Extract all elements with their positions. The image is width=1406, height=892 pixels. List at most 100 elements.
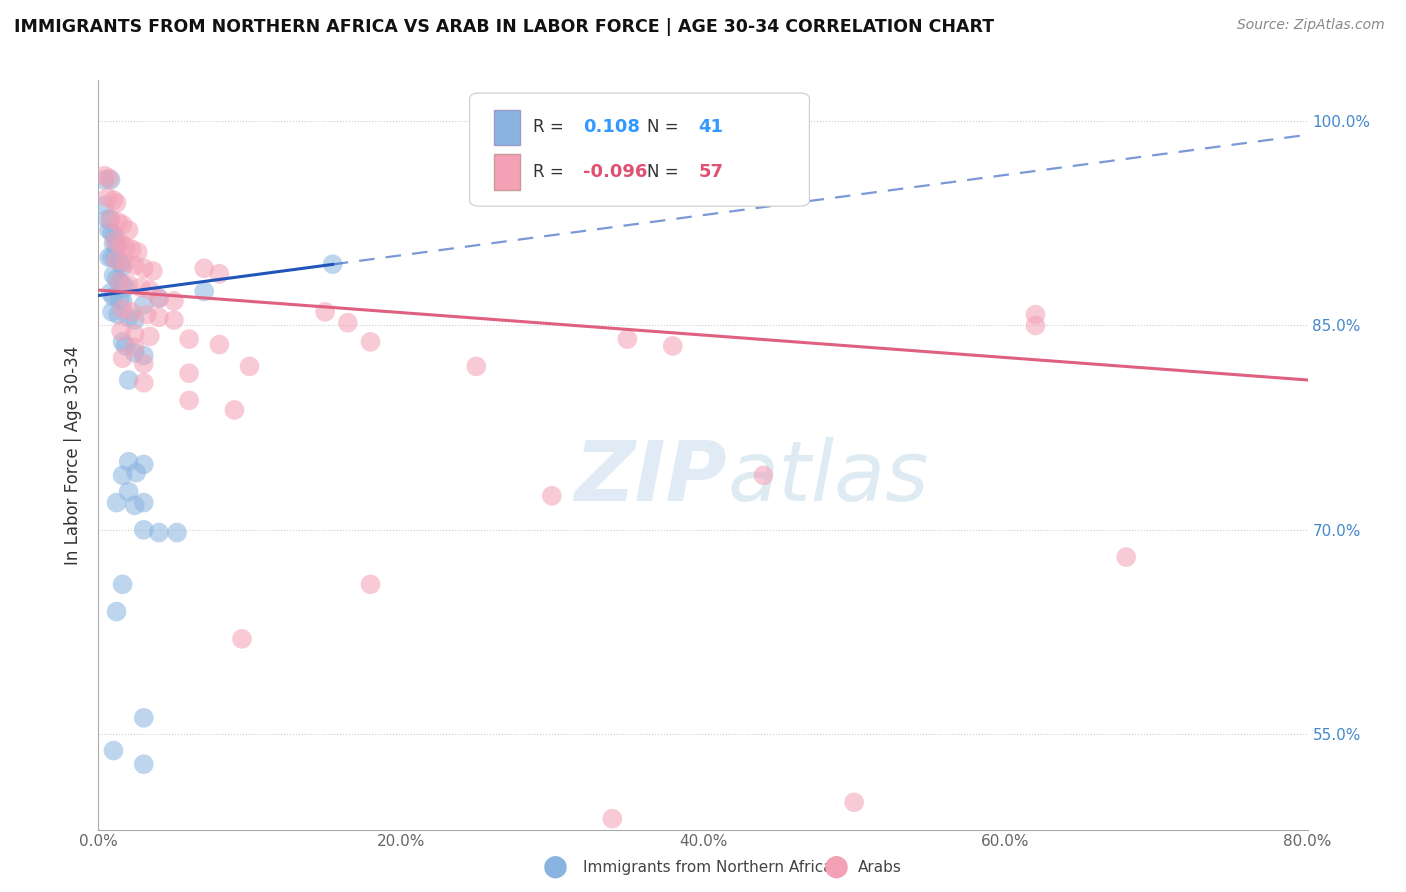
Point <box>103 743 125 757</box>
Point <box>231 632 253 646</box>
Point <box>132 261 155 276</box>
Point <box>163 293 186 308</box>
Bar <box>494 154 520 190</box>
Point <box>110 256 132 270</box>
Point <box>118 373 141 387</box>
Point <box>111 351 134 366</box>
Text: R =: R = <box>533 163 568 181</box>
Point <box>139 283 162 297</box>
Point <box>752 468 775 483</box>
Point <box>104 251 127 265</box>
Point <box>114 256 136 270</box>
Point <box>111 302 134 317</box>
Point <box>142 264 165 278</box>
Point <box>132 757 155 772</box>
Point <box>104 234 127 248</box>
Point <box>107 308 129 322</box>
Text: N =: N = <box>647 163 685 181</box>
Point <box>111 577 134 591</box>
Point <box>360 334 382 349</box>
Point <box>98 251 121 265</box>
Point <box>1024 308 1046 322</box>
Point <box>111 260 134 274</box>
Point <box>111 293 134 308</box>
Point <box>166 525 188 540</box>
Point <box>121 242 143 256</box>
Point <box>107 253 129 268</box>
Point <box>100 212 122 227</box>
Point <box>114 339 136 353</box>
Point <box>105 236 128 251</box>
Text: 0.108: 0.108 <box>583 119 640 136</box>
Text: ⬤: ⬤ <box>543 855 568 879</box>
Text: atlas: atlas <box>727 437 929 518</box>
Point <box>208 267 231 281</box>
Point <box>139 329 162 343</box>
Point <box>93 199 115 213</box>
Point <box>163 313 186 327</box>
Point <box>602 812 624 826</box>
FancyBboxPatch shape <box>470 93 810 206</box>
Text: 57: 57 <box>699 163 723 181</box>
Point <box>322 257 344 271</box>
Point <box>465 359 488 374</box>
Point <box>616 332 638 346</box>
Point <box>1115 550 1137 565</box>
Point <box>132 458 155 472</box>
Point <box>111 334 134 349</box>
Point <box>129 280 152 294</box>
Point <box>98 171 121 186</box>
Point <box>118 277 141 292</box>
Point <box>224 403 246 417</box>
Point <box>100 212 122 227</box>
Point <box>101 305 124 319</box>
Point <box>239 359 262 374</box>
Text: -0.096: -0.096 <box>583 163 648 181</box>
Point <box>118 223 141 237</box>
Point <box>96 190 118 204</box>
Text: ZIP: ZIP <box>575 437 727 518</box>
Point <box>100 285 122 300</box>
Point <box>179 366 201 380</box>
Point <box>118 310 141 325</box>
Point <box>108 293 131 307</box>
Point <box>124 340 146 354</box>
Point <box>148 291 170 305</box>
Point <box>93 172 115 186</box>
Point <box>336 316 359 330</box>
Point <box>179 393 201 408</box>
Point <box>103 268 125 282</box>
Point <box>132 349 155 363</box>
Point <box>105 195 128 210</box>
Point <box>1024 318 1046 333</box>
Point <box>114 280 136 294</box>
Point <box>107 239 129 253</box>
Point <box>118 484 141 499</box>
Point <box>124 259 146 273</box>
Point <box>118 455 141 469</box>
Point <box>105 253 128 268</box>
Point <box>148 525 170 540</box>
Point <box>105 495 128 509</box>
Point <box>132 298 155 312</box>
Point <box>132 376 155 390</box>
Point <box>125 466 148 480</box>
Point <box>104 228 127 243</box>
Point <box>110 236 132 251</box>
Point <box>127 244 149 259</box>
Text: ⬤: ⬤ <box>824 855 849 879</box>
Point <box>103 193 125 207</box>
Point <box>111 218 134 232</box>
Point <box>121 305 143 319</box>
Text: R =: R = <box>533 119 568 136</box>
Point <box>132 357 155 371</box>
Point <box>360 577 382 591</box>
Point <box>208 337 231 351</box>
Point <box>124 326 146 341</box>
Point <box>110 324 132 338</box>
Text: IMMIGRANTS FROM NORTHERN AFRICA VS ARAB IN LABOR FORCE | AGE 30-34 CORRELATION C: IMMIGRANTS FROM NORTHERN AFRICA VS ARAB … <box>14 18 994 36</box>
Text: Arabs: Arabs <box>858 860 901 874</box>
Point <box>111 468 134 483</box>
Point <box>108 275 131 289</box>
Point <box>105 272 128 286</box>
